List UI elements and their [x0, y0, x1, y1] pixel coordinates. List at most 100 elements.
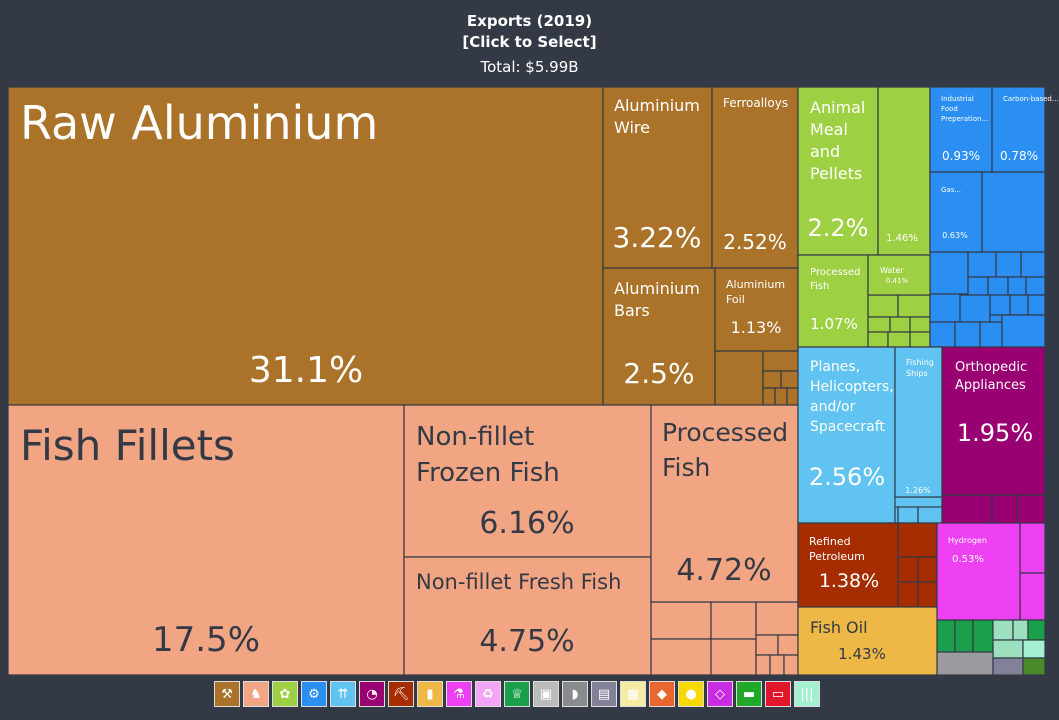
- treemap-cell-minor[interactable]: [987, 276, 1009, 296]
- textiles-icon[interactable]: ♕: [504, 681, 530, 707]
- treemap-cell-minor[interactable]: [1027, 619, 1046, 641]
- treemap-cell-minor[interactable]: [650, 638, 712, 676]
- treemap-cell[interactable]: [867, 254, 931, 296]
- treemap-cell-minor[interactable]: [954, 321, 981, 348]
- treemap-cell-minor[interactable]: [981, 171, 1046, 253]
- treemap-cell-minor[interactable]: [710, 638, 757, 676]
- minerals-icon[interactable]: ⛏: [388, 681, 414, 707]
- treemap-cell-minor[interactable]: [755, 601, 799, 636]
- treemap-cell-minor[interactable]: [867, 294, 899, 318]
- chemicals-icon[interactable]: ⚗: [446, 681, 472, 707]
- paper-icon[interactable]: ▣: [533, 681, 559, 707]
- treemap-cell[interactable]: [991, 86, 1046, 173]
- treemap-cell-minor[interactable]: [897, 556, 919, 583]
- art-icon[interactable]: ▤: [591, 681, 617, 707]
- select-link[interactable]: [Click to Select]: [462, 33, 597, 51]
- treemap-cell-minor[interactable]: [1027, 294, 1046, 316]
- treemap-cell[interactable]: [7, 404, 405, 676]
- treemap-cell-minor[interactable]: [897, 506, 919, 524]
- treemap-cell-minor[interactable]: [1016, 494, 1046, 524]
- treemap-cell-minor[interactable]: [867, 316, 891, 333]
- weapons-icon[interactable]: ▭: [765, 681, 791, 707]
- treemap-cell-minor[interactable]: [954, 619, 974, 653]
- treemap-cell-minor[interactable]: [941, 494, 993, 524]
- treemap-cell-minor[interactable]: [897, 294, 931, 318]
- treemap-cell-minor[interactable]: [972, 619, 994, 653]
- treemap-cell-minor[interactable]: [929, 321, 956, 348]
- transport-icon[interactable]: ⇈: [330, 681, 356, 707]
- treemap-cell-minor[interactable]: [1022, 639, 1046, 659]
- treemap-cell-minor[interactable]: [995, 251, 1022, 278]
- treemap-cell-minor[interactable]: [780, 370, 799, 389]
- treemap-cell-minor[interactable]: [755, 634, 779, 656]
- treemap-cell-minor[interactable]: [762, 350, 799, 372]
- treemap-cell-minor[interactable]: [917, 556, 938, 583]
- precious-metals-icon[interactable]: ◇: [707, 681, 733, 707]
- treemap-cell-minor[interactable]: [929, 293, 961, 323]
- treemap-cell-minor[interactable]: [992, 639, 1024, 659]
- hides-icon[interactable]: ◗: [562, 681, 588, 707]
- treemap-cell-minor[interactable]: [774, 387, 788, 406]
- treemap-cell-minor[interactable]: [917, 506, 943, 524]
- treemap-cell[interactable]: [797, 254, 869, 348]
- treemap-cell-minor[interactable]: [992, 657, 1024, 676]
- metals-icon[interactable]: ⚒: [214, 681, 240, 707]
- treemap-cell-minor[interactable]: [959, 294, 991, 323]
- treemap-cell[interactable]: [797, 522, 899, 608]
- treemap-cell-minor[interactable]: [786, 387, 799, 406]
- treemap-cell-minor[interactable]: [992, 619, 1014, 641]
- treemap-cell[interactable]: [403, 556, 652, 676]
- treemap-cell-minor[interactable]: [1019, 522, 1046, 574]
- treemap-cell[interactable]: [929, 171, 983, 253]
- treemap-cell-minor[interactable]: [1012, 619, 1029, 641]
- treemap-cell[interactable]: [602, 86, 713, 269]
- treemap-cell-minor[interactable]: [867, 331, 889, 348]
- treemap-cell-minor[interactable]: [936, 651, 994, 676]
- treemap-cell-minor[interactable]: [936, 619, 956, 653]
- treemap-cell[interactable]: [797, 606, 938, 676]
- treemap-cell-minor[interactable]: [909, 331, 931, 348]
- treemap-cell-minor[interactable]: [897, 522, 938, 558]
- wood-icon[interactable]: ◆: [649, 681, 675, 707]
- treemap-cell-minor[interactable]: [777, 634, 799, 656]
- treemap-cell-minor[interactable]: [1001, 314, 1046, 348]
- treemap-cell-minor[interactable]: [762, 387, 776, 406]
- instruments-icon[interactable]: ◔: [359, 681, 385, 707]
- plastics-icon[interactable]: ♻: [475, 681, 501, 707]
- machines-icon[interactable]: ⚙: [301, 681, 327, 707]
- footwear-icon[interactable]: ▬: [736, 681, 762, 707]
- treemap-cell-minor[interactable]: [714, 350, 764, 406]
- treemap-cell-minor[interactable]: [762, 370, 782, 389]
- treemap-cell[interactable]: [936, 522, 1021, 621]
- treemap-cell-minor[interactable]: [710, 601, 757, 640]
- vegetable-icon[interactable]: ✿: [272, 681, 298, 707]
- treemap-cell-minor[interactable]: [769, 654, 785, 676]
- treemap-cell-minor[interactable]: [1025, 276, 1046, 296]
- treemap-cell-minor[interactable]: [979, 321, 1003, 348]
- miscellaneous-icon[interactable]: ▦: [620, 681, 646, 707]
- services-icon[interactable]: |||: [794, 681, 820, 707]
- treemap-cell[interactable]: [602, 267, 716, 406]
- treemap-cell[interactable]: [941, 346, 1046, 496]
- treemap-cell-minor[interactable]: [1019, 572, 1046, 621]
- treemap-cell-minor[interactable]: [909, 316, 931, 333]
- treemap-cell-minor[interactable]: [783, 654, 799, 676]
- treemap-cell[interactable]: [650, 404, 799, 603]
- treemap-cell-minor[interactable]: [967, 251, 997, 278]
- treemap-cell[interactable]: [894, 346, 943, 498]
- treemap-cell-minor[interactable]: [917, 581, 938, 608]
- treemap-cell[interactable]: [714, 267, 799, 352]
- treemap-cell-minor[interactable]: [1009, 294, 1029, 316]
- treemap-cell-minor[interactable]: [755, 654, 771, 676]
- treemap-cell-minor[interactable]: [929, 251, 969, 295]
- treemap-cell[interactable]: [711, 86, 799, 269]
- treemap-cell-minor[interactable]: [887, 331, 911, 348]
- treemap-cell-minor[interactable]: [967, 276, 989, 296]
- treemap-cell-minor[interactable]: [991, 494, 1018, 524]
- treemap-cell-minor[interactable]: [1022, 657, 1046, 676]
- treemap-cell-minor[interactable]: [897, 581, 919, 608]
- treemap-cell[interactable]: [797, 86, 879, 256]
- treemap-cell-minor[interactable]: [1007, 276, 1027, 296]
- treemap-cell-minor[interactable]: [989, 294, 1011, 316]
- foodstuffs-icon[interactable]: ▮: [417, 681, 443, 707]
